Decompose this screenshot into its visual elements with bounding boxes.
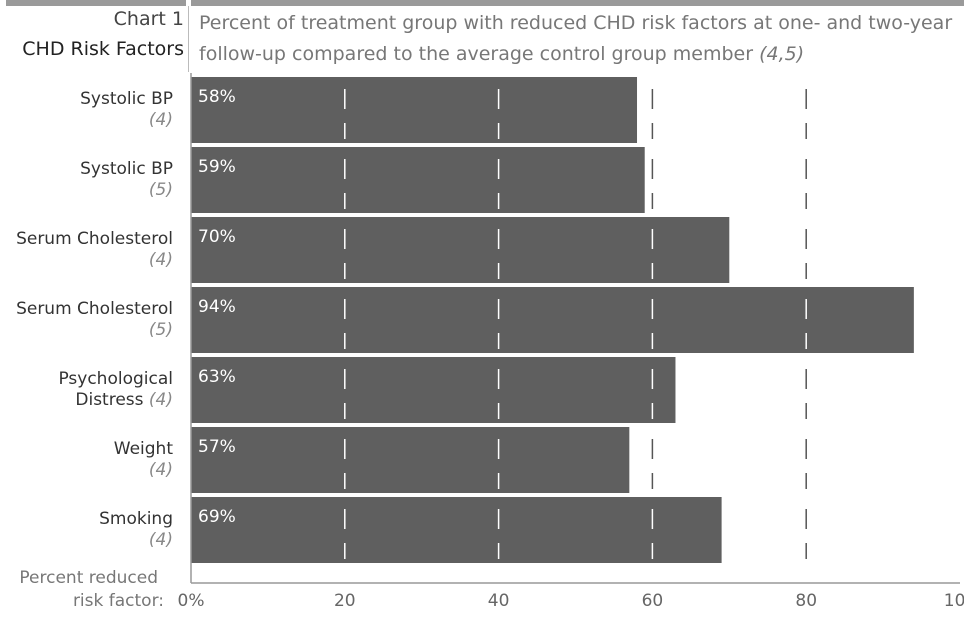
bar-value-label: 63% [198,367,236,387]
category-label: Smoking [99,509,173,529]
x-tick-label: 80 [795,591,817,611]
category-reference: (4) [149,110,173,130]
chart-number: Chart 1 [113,8,184,30]
row-separator [191,143,960,147]
bars-layer [191,77,960,563]
chart-title-ref: (4,5) [759,43,805,65]
bar-value-label: 59% [198,157,236,177]
bar-value-label: 70% [198,227,236,247]
labels-layer: 58%Systolic BP(4)59%Systolic BP(5)70%Ser… [16,87,236,550]
category-reference: (4) [149,460,173,480]
category-reference: (4) [149,250,173,270]
category-reference: (4) [149,390,173,410]
category-reference: (5) [149,320,173,340]
category-label: Systolic BP [80,159,173,179]
bar-value-label: 57% [198,437,236,457]
chart-title-text: Percent of treatment group with reduced … [199,12,953,65]
row-separator [191,493,960,497]
header-rule-left [6,0,186,6]
bar-value-label: 94% [198,297,236,317]
bar-5 [191,357,676,423]
x-axis: 0% 20 40 60 80 100 Percent reduced risk factor: [19,73,964,611]
grid-layer [344,89,807,559]
bar-2 [191,147,645,213]
category-label-line2: Distress (4) [75,390,173,410]
bar-value-label: 69% [198,507,236,527]
x-tick-label: 100 [944,591,964,611]
row-separator [191,423,960,427]
bar-3 [191,217,730,283]
x-tick-label: 20 [334,591,356,611]
row-separator [191,213,960,217]
bar-6 [191,427,630,493]
category-reference: (5) [149,180,173,200]
bar-7 [191,497,722,563]
category-label: Serum Cholesterol [16,229,173,249]
x-tick-label: 60 [642,591,664,611]
bar-4 [191,287,914,353]
row-separator [191,283,960,287]
category-label: Systolic BP [80,89,173,109]
header-rule-right [191,0,964,6]
row-separator [191,353,960,357]
category-label: Psychological [58,369,173,389]
chart-title: Percent of treatment group with reduced … [199,8,959,70]
category-label-line2-text: Distress [75,390,149,410]
x-tick-label: 40 [488,591,510,611]
x-axis-title-line: Percent reduced [19,568,158,588]
category-reference: (4) [149,530,173,550]
chart-subject: CHD Risk Factors [22,38,184,60]
bar-value-label: 58% [198,87,236,107]
category-label: Serum Cholesterol [16,299,173,319]
x-axis-title-line: risk factor: [73,591,164,611]
header-divider [188,6,189,72]
bar-1 [191,77,638,143]
category-label: Weight [114,439,174,459]
x-tick-label: 0% [178,591,205,611]
chart-header: Chart 1 CHD Risk Factors Percent of trea… [0,0,964,72]
